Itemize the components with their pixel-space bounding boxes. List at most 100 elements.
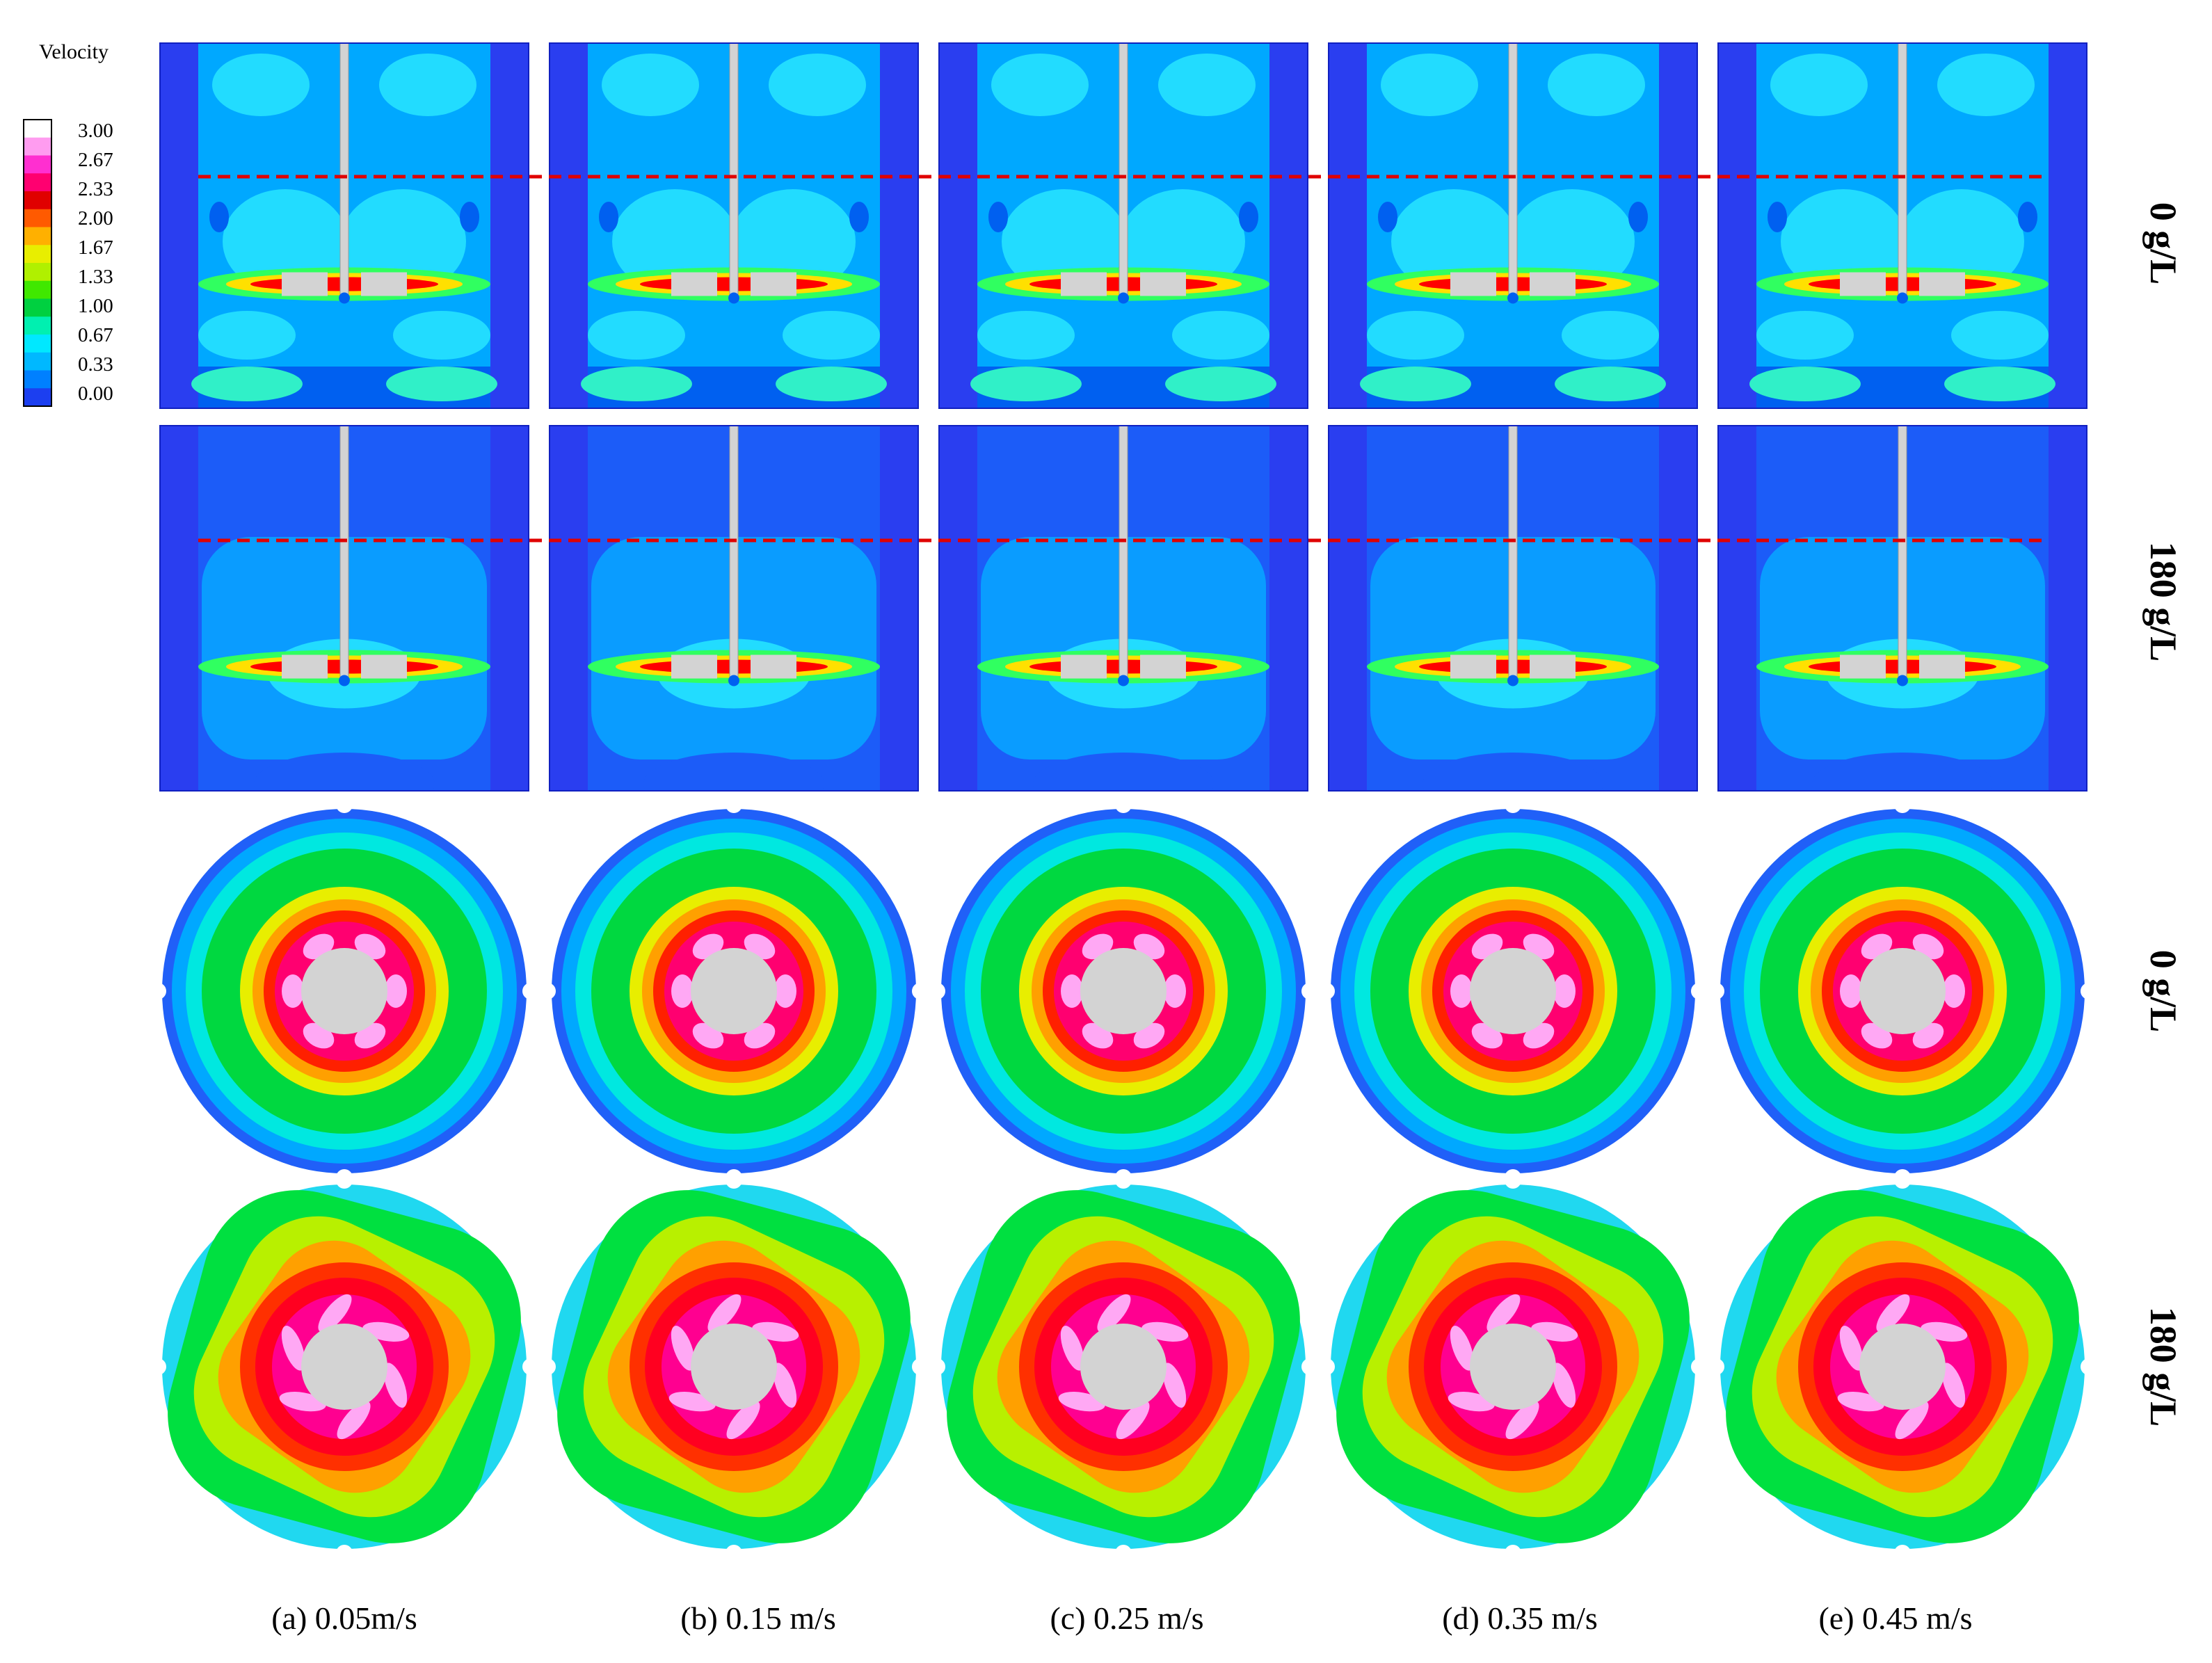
dead-zone-right xyxy=(2018,202,2037,232)
impeller-blade-right xyxy=(751,272,796,296)
top-view-panel-0gl xyxy=(539,796,929,1186)
panel-frame xyxy=(1717,42,2087,409)
baffle-notch xyxy=(1301,1358,1318,1375)
legend-tick: 1.00 xyxy=(78,295,113,317)
hub-vortex xyxy=(1118,675,1129,686)
impeller-blade-left xyxy=(1061,272,1107,296)
circulation-loop-right xyxy=(1899,189,2024,294)
impeller-hub xyxy=(1859,948,1946,1034)
blade-wake xyxy=(1162,1363,1187,1408)
baffle-notch xyxy=(726,796,742,813)
blade-wake xyxy=(337,1401,371,1440)
row-label-0-gl-side: 0 g/L xyxy=(2142,202,2184,285)
baffle-notch xyxy=(929,983,945,999)
blade-wake xyxy=(1486,1294,1521,1333)
baffle-notch xyxy=(1505,1172,1521,1189)
baffle-notch xyxy=(1505,796,1521,813)
upper-loop-right xyxy=(379,54,476,116)
side-view-field xyxy=(550,426,918,791)
hub-vortex xyxy=(339,292,350,304)
circulation-loop-left xyxy=(223,189,348,294)
legend-tick: 3.00 xyxy=(78,120,113,142)
upper-loop-left xyxy=(991,54,1089,116)
side-view-panel-180gl xyxy=(938,425,1308,792)
blade-wake xyxy=(1060,1326,1084,1371)
blade-wake xyxy=(726,1401,760,1440)
impeller-hub xyxy=(1470,1324,1556,1410)
side-view-panel-0gl xyxy=(938,42,1308,409)
impeller-shaft xyxy=(1508,426,1518,681)
legend-tick: 1.67 xyxy=(78,236,113,259)
top-view-panel-180gl xyxy=(539,1172,929,1561)
hub-vortex xyxy=(1507,675,1518,686)
legend-tick: 0.00 xyxy=(78,383,113,405)
panel-frame xyxy=(938,42,1308,409)
impeller-blade-right xyxy=(1530,654,1576,679)
bottom-dead-zone xyxy=(254,753,435,791)
side-view-panel-0gl xyxy=(549,42,919,409)
impeller-blade-left xyxy=(1840,272,1886,296)
dead-zone-right xyxy=(1239,202,1258,232)
blade-wake xyxy=(282,974,304,1008)
baffle-notch xyxy=(2081,983,2097,999)
side-view-panel-0gl xyxy=(1328,42,1698,409)
blade-wake xyxy=(318,1294,352,1333)
top-view-panel-0gl xyxy=(1318,796,1708,1186)
blade-wake xyxy=(1553,974,1576,1008)
top-view-panel-0gl xyxy=(1708,796,2097,1186)
impeller-blade-right xyxy=(1140,654,1186,679)
blade-wake xyxy=(1116,1401,1150,1440)
blade-wake xyxy=(671,974,694,1008)
bottom-dead-zone xyxy=(643,753,824,791)
row-label-180-gl-top: 180 g/L xyxy=(2142,1306,2184,1427)
impeller-shaft xyxy=(339,426,349,681)
column-caption-e: (e) 0.45 m/s xyxy=(1818,1600,1973,1636)
baffle-notch xyxy=(150,1358,166,1375)
bottom-eddy-left xyxy=(191,367,303,401)
bottom-dead-zone xyxy=(1812,753,1993,791)
top-view-panel-180gl xyxy=(150,1172,539,1561)
hub-vortex xyxy=(1507,292,1518,304)
baffle-notch xyxy=(1301,983,1318,999)
side-view-field xyxy=(1329,43,1697,408)
panel-frame xyxy=(938,425,1308,792)
dead-zone-left xyxy=(1378,202,1397,232)
blade-wake xyxy=(1450,974,1473,1008)
baffle-notch xyxy=(1691,983,1708,999)
top-view-panel-180gl xyxy=(929,1172,1318,1561)
blade-wake xyxy=(1943,974,1965,1008)
panel-frame xyxy=(1328,42,1698,409)
blade-wake xyxy=(1164,974,1186,1008)
panel-frame xyxy=(1328,425,1698,792)
bottom-eddy-left xyxy=(970,367,1082,401)
impeller-blade-left xyxy=(671,654,717,679)
impeller-shaft xyxy=(1508,43,1518,298)
circulation-loop-left xyxy=(612,189,737,294)
blade-wake xyxy=(383,1363,408,1408)
baffle-notch xyxy=(1505,1545,1521,1561)
baffle-notch xyxy=(1115,1545,1132,1561)
side-view-panel-0gl xyxy=(1717,42,2087,409)
hub-vortex xyxy=(728,292,739,304)
lower-loop-left xyxy=(198,311,296,360)
circulation-loop-left xyxy=(1002,189,1127,294)
impeller-hub xyxy=(691,1324,777,1410)
column-caption-d: (d) 0.35 m/s xyxy=(1442,1600,1598,1636)
baffle-notch xyxy=(1894,1172,1911,1189)
side-view-field xyxy=(160,43,529,408)
side-view-field xyxy=(1329,426,1697,791)
panel-frame xyxy=(549,42,919,409)
bottom-eddy-left xyxy=(581,367,692,401)
panel-frame xyxy=(159,42,529,409)
impeller-shaft xyxy=(1119,426,1128,681)
hub-vortex xyxy=(1118,292,1129,304)
upper-loop-right xyxy=(1937,54,2035,116)
row-label-180-gl-side: 180 g/L xyxy=(2142,541,2184,662)
impeller-shaft xyxy=(339,43,349,298)
bottom-eddy-right xyxy=(1944,367,2055,401)
baffle-notch xyxy=(1708,1358,1724,1375)
baffle-notch xyxy=(1894,1545,1911,1561)
impeller-shaft xyxy=(1119,43,1128,298)
circulation-loop-left xyxy=(1781,189,1906,294)
